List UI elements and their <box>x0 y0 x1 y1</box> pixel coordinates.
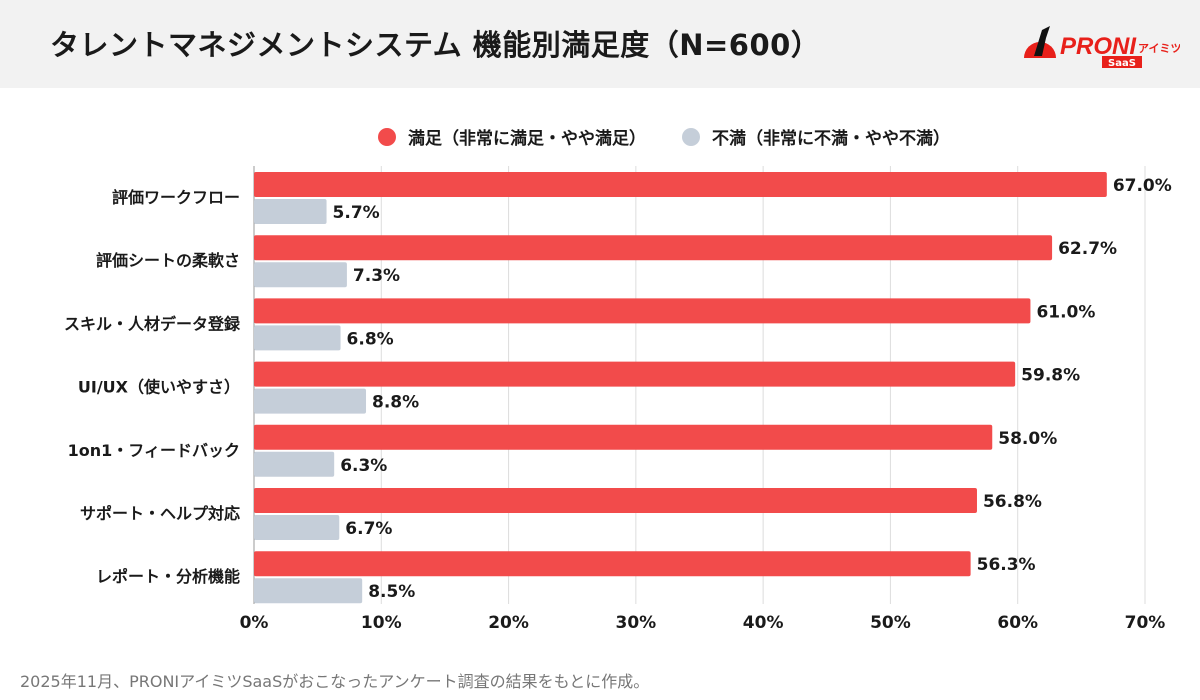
data-label: 61.0% <box>1036 302 1095 322</box>
bar-dissatisfied <box>254 325 341 351</box>
data-label: 56.8% <box>983 492 1042 512</box>
svg-text:SaaS: SaaS <box>1108 58 1136 69</box>
category-label: レポート・分析機能 <box>96 567 240 586</box>
legend-dot-red-icon <box>378 127 396 146</box>
legend-item-satisfied: 満足（非常に満足・やや満足） <box>378 124 646 149</box>
data-label: 8.5% <box>368 582 415 602</box>
header: タレントマネジメントシステム 機能別満足度（N=600） PRONI アイミツ … <box>0 0 1200 88</box>
bar-satisfied <box>254 172 1107 197</box>
bar-satisfied <box>254 298 1031 324</box>
svg-text:アイミツ: アイミツ <box>1138 42 1180 55</box>
proni-logo: PRONI アイミツ SaaS <box>1024 26 1180 69</box>
x-tick-label: 70% <box>1125 613 1166 633</box>
legend: 満足（非常に満足・やや満足） 不満（非常に不満・やや不満） <box>378 124 950 149</box>
bar-dissatisfied <box>254 199 327 224</box>
data-label: 5.7% <box>333 203 380 223</box>
data-label: 58.0% <box>998 429 1057 449</box>
bar-satisfied <box>254 488 977 513</box>
data-label: 7.3% <box>353 266 400 286</box>
category-label: UI/UX（使いやすさ） <box>78 378 240 397</box>
bar-dissatisfied <box>254 388 367 414</box>
x-tick-label: 10% <box>361 613 402 633</box>
data-label: 6.7% <box>345 519 392 539</box>
data-label: 59.8% <box>1021 366 1080 386</box>
x-tick-label: 60% <box>997 613 1038 633</box>
legend-label: 満足（非常に満足・やや満足） <box>408 129 646 149</box>
legend-item-dissatisfied: 不満（非常に不満・やや不満） <box>682 124 950 149</box>
svg-text:PRONI: PRONI <box>1060 33 1137 60</box>
data-label: 6.8% <box>347 329 394 349</box>
legend-dot-gray-icon <box>682 127 700 146</box>
bar-satisfied <box>254 235 1053 261</box>
x-tick-label: 0% <box>240 613 269 633</box>
category-label: サポート・ヘルプ対応 <box>80 504 240 523</box>
category-label: 評価シートの柔軟さ <box>96 251 240 270</box>
data-label: 8.8% <box>372 393 419 413</box>
bar-satisfied <box>254 424 993 450</box>
bar-dissatisfied <box>254 515 340 540</box>
bar-satisfied <box>254 551 971 577</box>
category-label: 1on1・フィードバック <box>68 441 240 460</box>
x-tick-label: 30% <box>616 613 657 633</box>
data-label: 67.0% <box>1113 176 1172 196</box>
data-label: 56.3% <box>977 555 1036 575</box>
category-label: 評価ワークフロー <box>112 188 240 207</box>
legend-label: 不満（非常に不満・やや不満） <box>712 129 950 149</box>
bar-dissatisfied <box>254 451 335 477</box>
data-label: 62.7% <box>1058 239 1117 259</box>
footer-note: 2025年11月、PRONIアイミツSaaSがおこなったアンケート調査の結果をも… <box>20 672 650 691</box>
bar-satisfied <box>254 361 1016 387</box>
x-tick-label: 50% <box>870 613 911 633</box>
bar-dissatisfied <box>254 578 363 604</box>
bar-dissatisfied <box>254 262 347 288</box>
category-label: スキル・人材データ登録 <box>64 314 241 333</box>
x-tick-label: 20% <box>488 613 529 633</box>
x-tick-label: 40% <box>743 613 784 633</box>
data-label: 6.3% <box>340 456 387 476</box>
page-title: タレントマネジメントシステム 機能別満足度（N=600） <box>50 28 821 62</box>
